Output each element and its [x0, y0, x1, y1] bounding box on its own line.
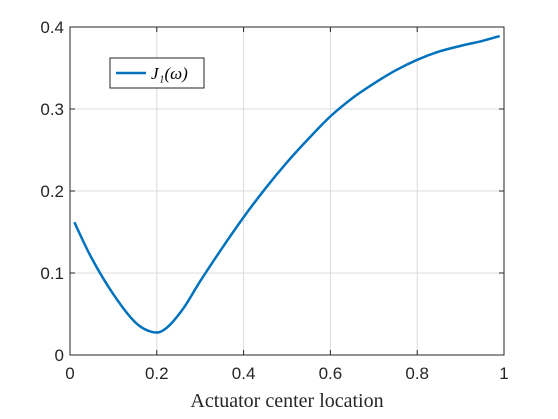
tick-labels: 0 0.2 0.4 0.6 0.8 1 0 0.1 0.2 0.3 0.4	[40, 18, 508, 383]
y-tick-label: 0.1	[40, 264, 64, 283]
axes-frame	[69, 26, 505, 356]
x-axis-label: Actuator center location	[190, 390, 383, 412]
y-tick-label: 0.2	[40, 182, 64, 201]
series-line	[73, 34, 501, 334]
x-tick-label: 0.4	[232, 364, 256, 383]
x-tick-label: 1	[499, 364, 508, 383]
series-layer	[73, 34, 501, 334]
legend-label: J₁(ω)	[151, 64, 188, 83]
y-tick-label: 0	[55, 346, 64, 365]
x-tick-label: 0.8	[405, 364, 429, 383]
y-tick-label: 0.3	[40, 100, 64, 119]
x-tick-label: 0.6	[319, 364, 343, 383]
y-tick-label: 0.4	[40, 18, 64, 37]
legend: J₁(ω)	[109, 57, 205, 89]
x-tick-label: 0	[65, 364, 74, 383]
axes-box	[69, 26, 505, 356]
x-tick-label: 0.2	[145, 364, 169, 383]
